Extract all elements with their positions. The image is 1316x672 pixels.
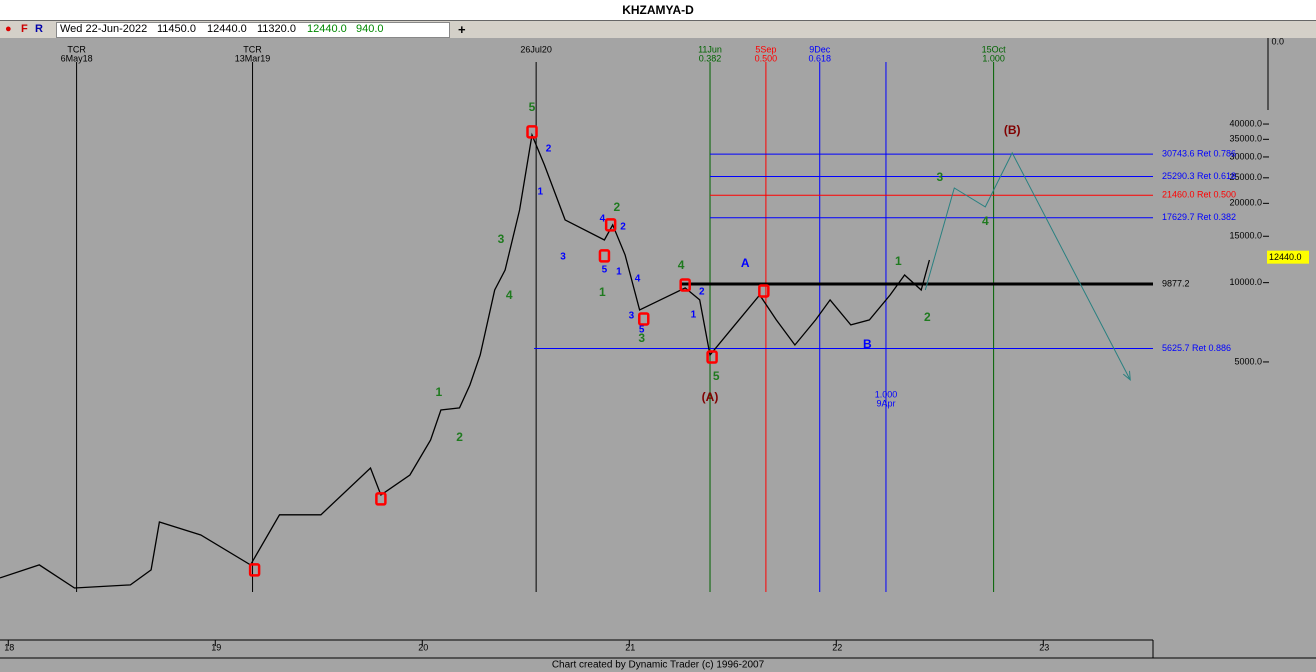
wave-label: 5: [713, 369, 720, 383]
toolbar: ● F R Wed 22-Jun-2022 11450.0 12440.0 11…: [0, 21, 1316, 38]
wave-label: B: [863, 337, 872, 351]
projection: [924, 151, 1131, 381]
wave-label: 4: [506, 288, 513, 302]
wave-label: 1: [599, 285, 606, 299]
y-tick-label: 5000.0: [1234, 356, 1262, 366]
pivot: [248, 563, 261, 577]
quote-open: 11450.0: [157, 23, 196, 35]
x-tick-label: 22: [832, 642, 842, 652]
wave-label: (A): [702, 390, 719, 404]
y-tick-label: 30000.0: [1229, 151, 1262, 161]
pivot: [526, 125, 538, 139]
time-label: 5Sep: [755, 44, 776, 54]
x-tick-label: 18: [4, 642, 14, 652]
button[interactable]: R: [35, 23, 43, 35]
time-label: 26Jul20: [520, 44, 552, 54]
wave-label: 2: [614, 200, 621, 214]
pivot: [604, 218, 617, 232]
wave-label: 1: [616, 267, 622, 278]
wave-label: 2: [546, 144, 552, 155]
wave-label: 3: [936, 170, 943, 184]
time-label: 11Jun: [698, 44, 722, 54]
pivot: [638, 312, 650, 326]
y-tick-label: 10000.0: [1229, 277, 1262, 287]
wave-label: 1: [691, 310, 697, 321]
wave-label: A: [741, 256, 750, 270]
wave-label: 4: [600, 214, 606, 225]
time-label: 0.618: [808, 53, 831, 63]
wave-label: 1: [537, 187, 543, 198]
time-label: 9Dec: [809, 44, 831, 54]
last-price-box: [1267, 250, 1309, 264]
quote-close: 12440.0: [307, 23, 347, 35]
wave-label: 3: [629, 311, 635, 322]
quote-change: 940.0: [356, 23, 384, 35]
wave-label: 3: [560, 252, 566, 263]
pivot: [598, 249, 611, 263]
level-label: 30743.6 Ret 0.786: [1162, 149, 1236, 159]
level-label: 21460.0 Ret 0.500: [1162, 190, 1236, 200]
credit: Chart created by Dynamic Trader (c) 1996…: [552, 660, 765, 671]
add-button[interactable]: +: [458, 22, 466, 37]
wave-label: 2: [924, 310, 931, 324]
x-tick-label: 20: [418, 642, 428, 652]
quote-high: 12440.0: [207, 23, 247, 35]
wave-label: 3: [638, 331, 645, 345]
time-label: 0.382: [699, 53, 722, 63]
wave-label: 4: [635, 274, 641, 285]
wave-label: (B): [1004, 123, 1021, 137]
time-label: 6May18: [61, 53, 93, 63]
x-tick-label: 19: [211, 642, 221, 652]
time-label: 0.500: [755, 53, 778, 63]
quote-date: Wed 22-Jun-2022: [60, 23, 148, 35]
last-price-label: 12440.0: [1269, 252, 1302, 262]
y-tick-label: 20000.0: [1229, 198, 1262, 208]
y-tick-label: 35000.0: [1229, 134, 1262, 144]
wave-label: 2: [620, 222, 626, 233]
window-title: KHZAMYA-D: [0, 0, 1316, 21]
level-label: 5625.7 Ret 0.886: [1162, 343, 1231, 353]
wave-label: 1: [436, 385, 443, 399]
pivot: [375, 492, 387, 506]
level-label: 17629.7 Ret 0.382: [1162, 212, 1236, 222]
quote-box: [56, 22, 450, 38]
wave-label: 2: [456, 430, 463, 444]
wave-label: 5: [602, 265, 608, 276]
wave-label: 2: [699, 287, 705, 298]
y-tick-label: 40000.0: [1229, 118, 1262, 128]
top-label: 0.0: [1271, 36, 1284, 46]
pivot: [679, 278, 691, 292]
wave-label: 1: [895, 254, 902, 268]
time-label: TCR: [67, 44, 86, 54]
time-label: 9Apr: [876, 398, 895, 408]
level-label: 25290.3 Ret 0.618: [1162, 171, 1236, 181]
wave-label: 4: [678, 258, 685, 272]
arrow-head: [1122, 370, 1131, 382]
quote-low: 11320.0: [257, 23, 296, 35]
time-label: 1.000: [982, 53, 1005, 63]
time-label: 1.000: [875, 389, 898, 399]
time-label: 13Mar19: [235, 53, 271, 63]
plot-area: [0, 38, 1153, 640]
y-tick-label: 25000.0: [1229, 172, 1262, 182]
record-dot: ●: [5, 23, 12, 35]
time-label: 15Oct: [982, 44, 1007, 54]
wave-label: 5: [529, 100, 536, 114]
time-label: TCR: [243, 44, 262, 54]
y-tick-label: 15000.0: [1229, 231, 1262, 241]
pivot: [706, 350, 718, 364]
button[interactable]: F: [21, 23, 28, 35]
level-label: 9877.2: [1162, 278, 1190, 288]
wave-label: 4: [982, 214, 989, 228]
price-line: [0, 132, 931, 589]
pivot: [758, 284, 770, 298]
x-tick-label: 21: [625, 642, 635, 652]
wave-label: 3: [498, 232, 505, 246]
wave-label: 5: [639, 325, 645, 336]
x-tick-label: 23: [1039, 642, 1049, 652]
